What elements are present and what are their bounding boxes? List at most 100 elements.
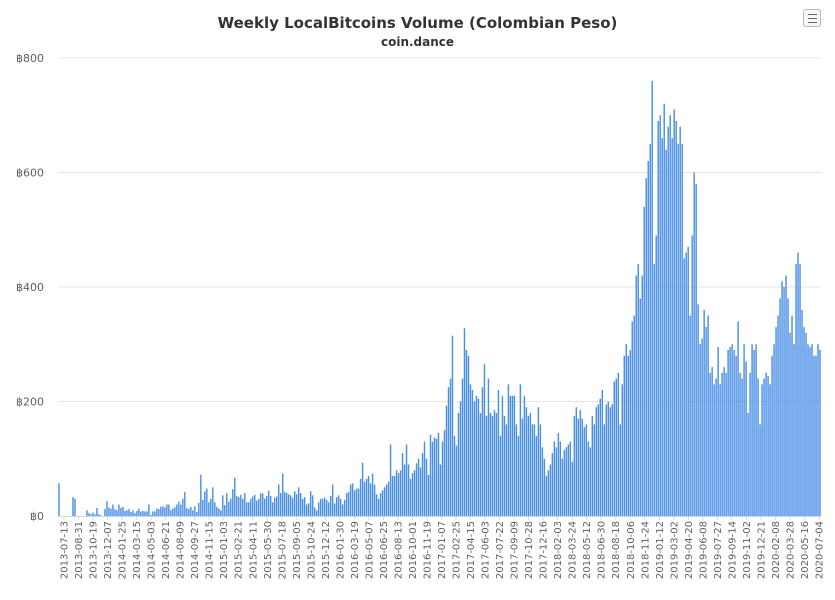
bar[interactable] — [331, 484, 334, 516]
bar[interactable] — [162, 506, 164, 516]
bar[interactable] — [621, 384, 623, 516]
bar[interactable] — [723, 367, 725, 516]
bar[interactable] — [759, 424, 761, 516]
bar[interactable] — [58, 483, 60, 516]
bar[interactable] — [717, 347, 719, 516]
bar[interactable] — [793, 344, 795, 516]
bar[interactable] — [775, 327, 777, 516]
bar[interactable] — [597, 404, 600, 516]
bar[interactable] — [581, 418, 584, 516]
bar[interactable] — [439, 464, 442, 516]
bar[interactable] — [741, 378, 743, 516]
bar[interactable] — [693, 172, 695, 517]
bar[interactable] — [154, 511, 156, 516]
bar[interactable] — [347, 491, 350, 516]
bar[interactable] — [325, 499, 328, 516]
bar[interactable] — [266, 495, 268, 516]
bar[interactable] — [743, 344, 745, 516]
bar[interactable] — [230, 498, 232, 516]
bar[interactable] — [423, 441, 426, 516]
bar[interactable] — [371, 473, 374, 516]
bar[interactable] — [799, 264, 801, 516]
bar[interactable] — [645, 178, 647, 516]
bar[interactable] — [387, 481, 390, 516]
bar[interactable] — [272, 502, 274, 516]
bar[interactable] — [791, 315, 793, 517]
bar[interactable] — [769, 384, 771, 516]
bar[interactable] — [343, 499, 346, 516]
bar[interactable] — [587, 441, 590, 516]
bar[interactable] — [643, 206, 645, 516]
bar[interactable] — [291, 497, 294, 516]
bar[interactable] — [537, 407, 540, 516]
bar[interactable] — [507, 384, 510, 516]
bar[interactable] — [232, 489, 234, 516]
bar[interactable] — [222, 495, 224, 516]
bar[interactable] — [659, 115, 661, 516]
bar[interactable] — [295, 494, 298, 516]
bar[interactable] — [180, 504, 182, 516]
bar[interactable] — [274, 497, 276, 516]
bar[interactable] — [94, 514, 96, 516]
bar[interactable] — [547, 470, 550, 516]
bar[interactable] — [397, 473, 400, 516]
bar[interactable] — [299, 493, 302, 516]
bar[interactable] — [178, 501, 180, 516]
bar[interactable] — [453, 435, 456, 516]
bar[interactable] — [615, 378, 617, 516]
bar[interactable] — [431, 441, 434, 516]
bar[interactable] — [160, 506, 162, 516]
bar[interactable] — [535, 435, 538, 516]
bar[interactable] — [781, 281, 783, 516]
bar[interactable] — [329, 495, 332, 516]
bar[interactable] — [152, 511, 154, 516]
bar[interactable] — [303, 497, 306, 516]
bar[interactable] — [593, 424, 596, 516]
bar[interactable] — [663, 103, 665, 517]
bar[interactable] — [451, 335, 454, 516]
bar[interactable] — [795, 264, 797, 516]
bar[interactable] — [188, 509, 190, 516]
bar[interactable] — [373, 484, 376, 516]
bar[interactable] — [819, 349, 821, 516]
bar[interactable] — [467, 355, 470, 516]
bar[interactable] — [359, 478, 362, 516]
bar[interactable] — [517, 435, 520, 516]
bar[interactable] — [415, 463, 418, 516]
bar[interactable] — [469, 384, 472, 516]
bar[interactable] — [731, 344, 733, 516]
bar[interactable] — [224, 505, 226, 516]
bar[interactable] — [220, 510, 222, 516]
bar[interactable] — [337, 495, 340, 516]
bar[interactable] — [437, 432, 440, 516]
bar[interactable] — [270, 495, 272, 516]
bar[interactable] — [353, 490, 356, 516]
bar[interactable] — [493, 410, 496, 516]
bar[interactable] — [689, 315, 691, 517]
bar[interactable] — [375, 494, 378, 516]
bar[interactable] — [785, 275, 787, 516]
bar[interactable] — [134, 513, 136, 516]
bar[interactable] — [297, 487, 300, 517]
bar[interactable] — [305, 504, 308, 516]
bar[interactable] — [403, 464, 406, 516]
bar[interactable] — [765, 372, 767, 517]
bar[interactable] — [277, 484, 280, 516]
bar[interactable] — [323, 497, 326, 516]
bar[interactable] — [575, 407, 578, 516]
bar[interactable] — [216, 506, 218, 516]
bar[interactable] — [745, 361, 747, 516]
bar[interactable] — [773, 344, 775, 516]
bar[interactable] — [170, 510, 172, 516]
bar[interactable] — [192, 510, 194, 516]
bar[interactable] — [707, 315, 709, 517]
bar[interactable] — [210, 498, 212, 516]
bar[interactable] — [605, 404, 607, 516]
bar[interactable] — [413, 470, 416, 516]
bar[interactable] — [505, 424, 508, 516]
bar[interactable] — [713, 384, 715, 516]
bar[interactable] — [120, 507, 122, 516]
bar[interactable] — [629, 349, 631, 516]
bar[interactable] — [351, 483, 354, 516]
bar[interactable] — [487, 378, 490, 516]
